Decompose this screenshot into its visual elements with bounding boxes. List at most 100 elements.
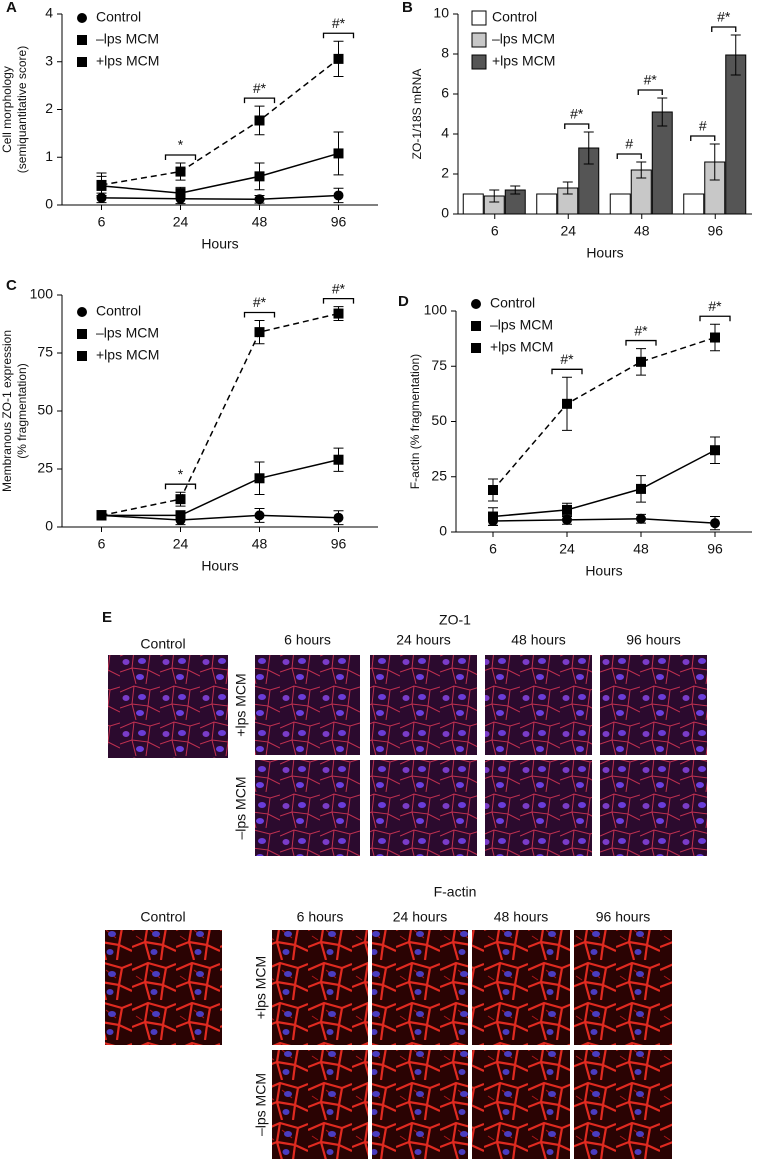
legend-marker: [77, 329, 87, 339]
micrograph: [574, 930, 672, 1045]
legend-label: –lps MCM: [96, 31, 159, 47]
point: [333, 148, 344, 159]
error-bar: [583, 131, 594, 165]
point: [562, 514, 572, 525]
point: [636, 513, 646, 524]
y-axis-label: Cell morphology: [0, 66, 14, 153]
legend-label: –lps MCM: [490, 317, 553, 333]
significance-bracket: [322, 297, 355, 304]
micrograph: [372, 930, 468, 1045]
point: [333, 308, 344, 319]
significance-bracket: [164, 483, 197, 490]
significance-label: #*: [560, 351, 574, 367]
y-tick-label: 1: [45, 148, 53, 164]
point: [96, 510, 107, 521]
y-axis-label: (semiquantitative score): [15, 46, 29, 173]
legend-marker: [471, 343, 481, 353]
micrograph: [485, 655, 592, 755]
y-tick-label: 100: [30, 286, 54, 302]
point: [175, 494, 186, 505]
x-tick-label: 24: [173, 536, 189, 552]
series-line: [101, 458, 339, 517]
point: [710, 332, 720, 343]
point: [254, 510, 265, 521]
point: [254, 473, 265, 484]
row-label: +lps MCM: [253, 956, 269, 1019]
column-label: 48 hours: [511, 632, 565, 648]
y-tick-label: 8: [441, 45, 449, 61]
legend-marker: [77, 351, 87, 361]
y-tick-label: 10: [433, 5, 449, 21]
column-label: 48 hours: [494, 909, 548, 925]
micrograph: [372, 1050, 468, 1159]
point: [254, 327, 265, 338]
x-tick-label: 6: [489, 541, 497, 557]
y-tick-label: 4: [45, 5, 53, 21]
legend-marker: [77, 13, 87, 23]
significance-bracket: [322, 32, 355, 39]
significance-bracket: [164, 154, 197, 160]
control-label: Control: [140, 909, 185, 925]
x-tick-label: 96: [707, 541, 723, 557]
panel-label: D: [398, 293, 409, 310]
error-bar: [730, 34, 741, 76]
significance-label: #*: [708, 298, 722, 314]
group-title: ZO-1: [439, 612, 471, 628]
legend-marker: [471, 321, 481, 331]
significance-label: #*: [253, 294, 267, 310]
y-tick-label: 6: [441, 85, 449, 101]
legend-marker: [77, 35, 87, 45]
y-tick-label: 75: [37, 344, 53, 360]
x-tick-label: 48: [252, 214, 268, 230]
significance-bracket: [699, 315, 731, 322]
legend-marker: [471, 299, 481, 309]
point: [175, 188, 186, 199]
column-label: 6 hours: [284, 632, 331, 648]
x-tick-label: 6: [98, 214, 106, 230]
y-tick-label: 25: [37, 460, 53, 476]
x-tick-label: 96: [331, 214, 347, 230]
y-tick-label: 0: [45, 518, 53, 534]
micrograph: [574, 1050, 672, 1159]
point: [488, 485, 498, 496]
series-line: [101, 514, 339, 521]
micrograph: [370, 760, 477, 856]
significance-label: #*: [253, 80, 267, 96]
significance-label: *: [178, 137, 184, 153]
micrograph: [600, 655, 707, 755]
y-tick-label: 100: [424, 302, 448, 318]
y-tick-label: 50: [431, 412, 447, 428]
legend-marker: [77, 57, 87, 67]
column-label: 96 hours: [596, 909, 650, 925]
point: [333, 190, 344, 201]
micrograph: [255, 655, 360, 755]
significance-bracket: [690, 135, 716, 141]
series-line: [101, 194, 339, 201]
point: [333, 53, 344, 64]
bar: [683, 193, 705, 215]
point: [333, 512, 344, 523]
panel-label: E: [102, 609, 112, 626]
x-axis-label: Hours: [585, 563, 622, 579]
significance-label: #*: [634, 322, 648, 338]
series-line: [492, 517, 716, 524]
y-tick-label: 25: [431, 467, 447, 483]
x-tick-label: 24: [560, 223, 576, 239]
series-line: [101, 58, 339, 186]
point: [254, 194, 265, 205]
column-label: 24 hours: [393, 909, 447, 925]
column-label: 6 hours: [297, 909, 344, 925]
micrograph: [485, 760, 592, 856]
x-tick-label: 48: [633, 541, 649, 557]
bar: [725, 54, 747, 215]
x-tick-label: 24: [173, 214, 189, 230]
legend-swatch: [471, 54, 487, 70]
significance-bracket: [243, 311, 276, 318]
point: [175, 510, 186, 521]
error-bar: [657, 97, 668, 127]
micrograph: [472, 1050, 570, 1159]
legend-swatch: [471, 32, 487, 48]
y-axis-label: F-actin (% fragmentation): [408, 354, 422, 489]
row-label: –lps MCM: [253, 1073, 269, 1136]
y-tick-label: 50: [37, 402, 53, 418]
